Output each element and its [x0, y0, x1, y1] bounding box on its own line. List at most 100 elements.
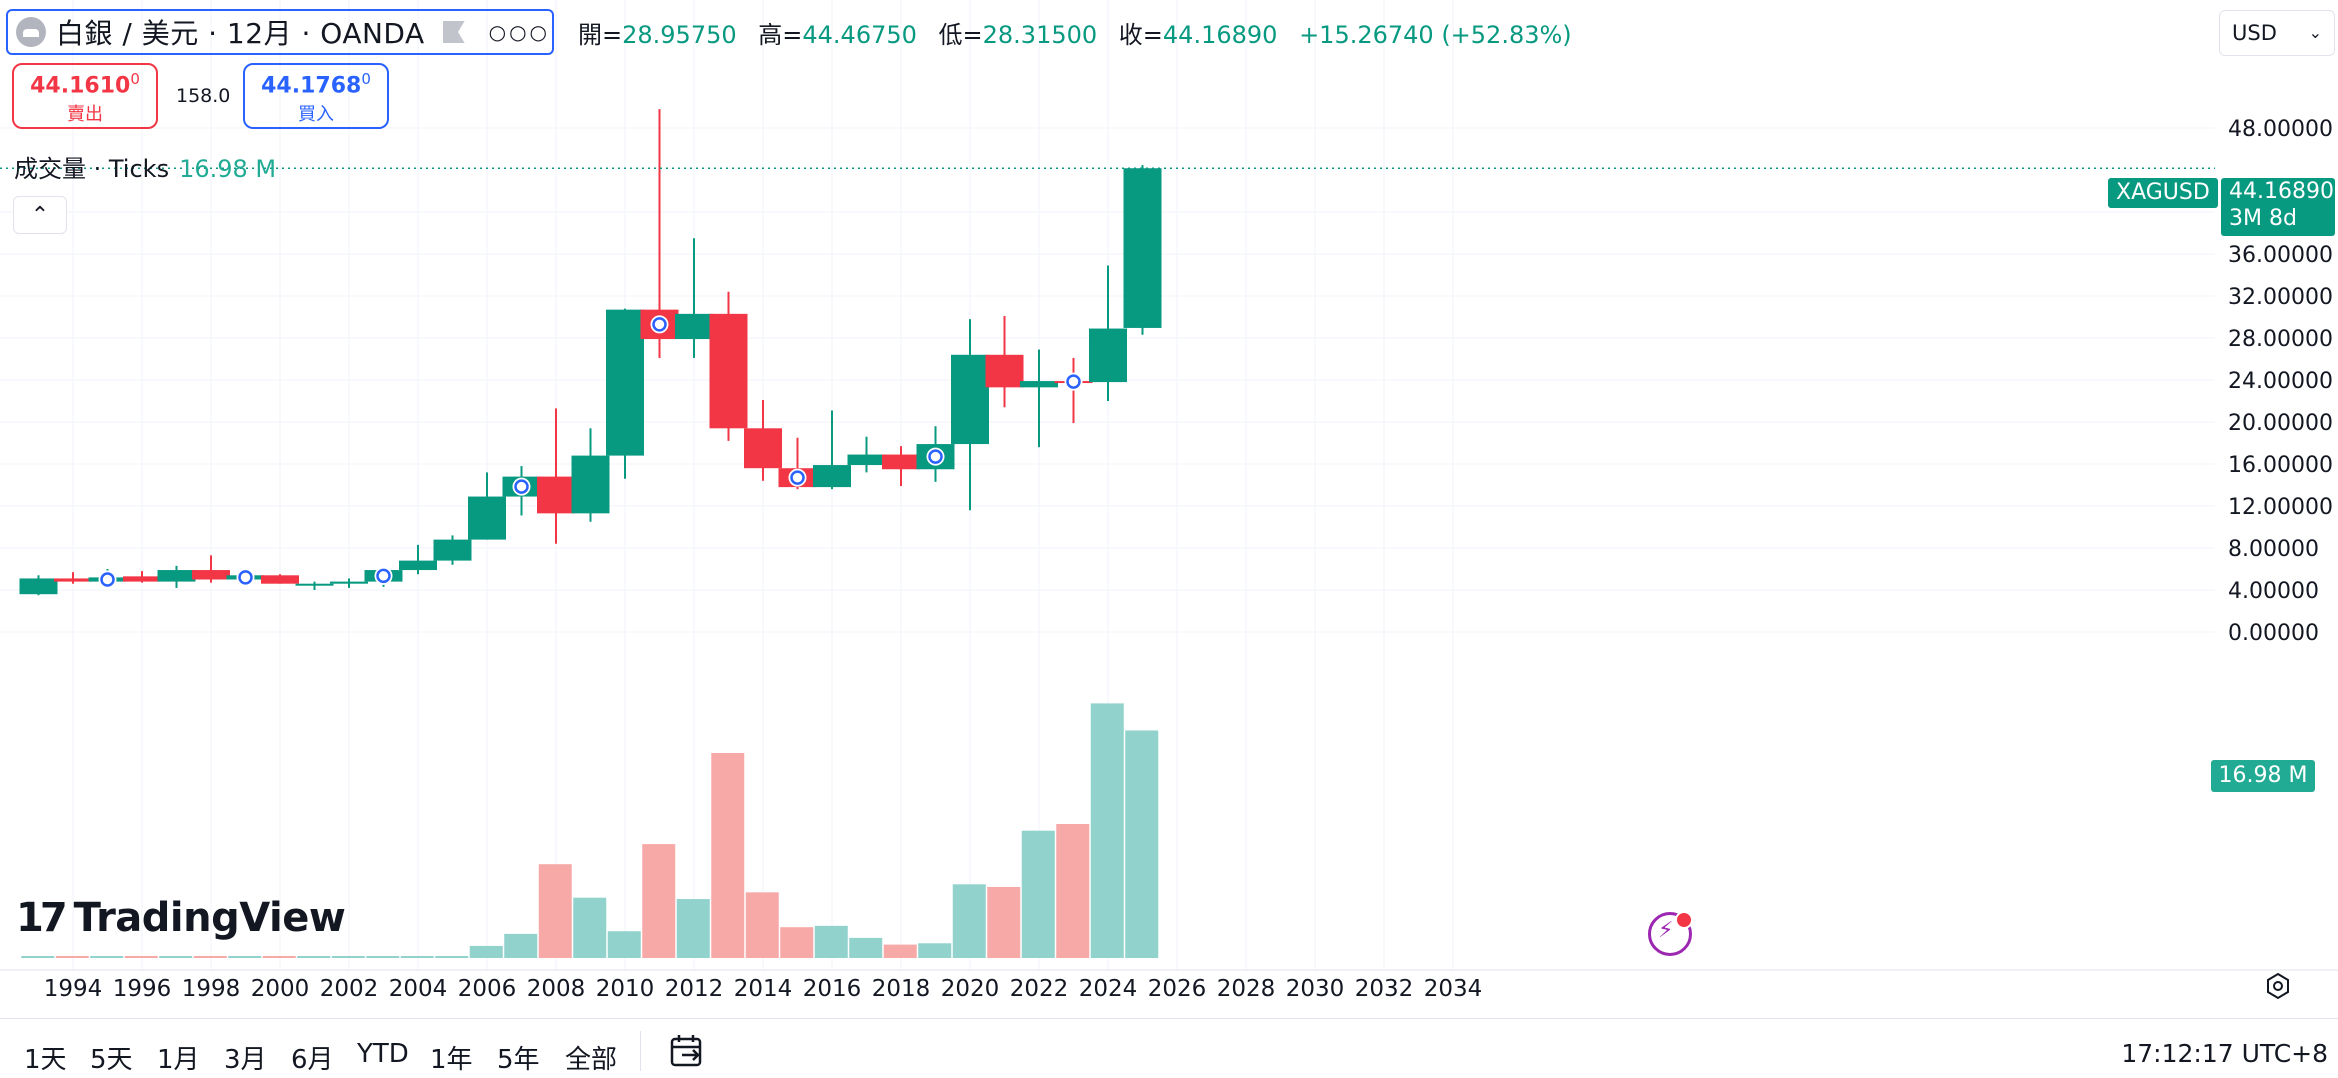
candle-body	[882, 454, 920, 470]
chevron-up-icon: ⌃	[30, 203, 50, 228]
silver-symbol-icon	[16, 17, 46, 47]
volume-bar	[1125, 730, 1159, 958]
candle-body	[813, 465, 851, 488]
currency-value: USD	[2232, 21, 2277, 45]
price-tick-label: 32.00000	[2228, 285, 2333, 310]
volume-bar	[573, 897, 607, 958]
candle-body	[709, 313, 748, 429]
candle-body	[951, 354, 989, 445]
bar-countdown: 3M 8d	[2229, 206, 2297, 231]
collapse-legend-button[interactable]: ⌃	[13, 196, 67, 234]
price-tick-label: 36.00000	[2228, 243, 2333, 268]
candle-body	[606, 309, 644, 456]
dividend-marker-inner	[928, 449, 943, 464]
time-tick-label: 2014	[734, 976, 793, 1002]
more-dots-icon[interactable]: ○○○	[488, 20, 550, 44]
volume-bar	[918, 943, 952, 958]
volume-bar	[1090, 703, 1124, 958]
time-tick-label: 2034	[1424, 976, 1483, 1002]
candle-body	[399, 560, 437, 571]
ohlc-legend: 開=28.95750 高=44.46750 低=28.31500 收=44.16…	[578, 15, 1586, 50]
volume-legend[interactable]: 成交量 · Ticks 16.98 M	[14, 149, 276, 184]
low-label: 低=	[938, 21, 983, 49]
time-tick-label: 2002	[320, 976, 379, 1002]
price-tick-label: 0.00000	[2228, 621, 2319, 646]
last-price-tag: 44.16890 3M 8d	[2221, 178, 2335, 236]
volume-bar	[607, 931, 641, 958]
volume-label: 成交量 · Ticks	[14, 155, 170, 183]
range-1y[interactable]: 1年	[430, 1045, 473, 1075]
volume-bar	[987, 886, 1021, 958]
range-1m[interactable]: 1月	[157, 1045, 200, 1075]
events-lightning-icon[interactable]	[1648, 911, 1693, 956]
range-3m[interactable]: 3月	[224, 1045, 267, 1075]
time-tick-label: 2016	[803, 976, 862, 1002]
volume-bar	[780, 927, 814, 958]
toolbar-separator	[640, 1031, 641, 1071]
sell-button[interactable]: 44.16100 賣出	[12, 63, 158, 129]
dividend-marker-inner	[514, 479, 529, 494]
calendar-goto-icon[interactable]	[668, 1033, 706, 1071]
dividend-marker-inner	[238, 570, 253, 585]
volume-bar	[504, 933, 538, 958]
volume-bar	[814, 925, 848, 958]
time-tick-label: 2018	[872, 976, 931, 1002]
dividend-marker-inner	[652, 317, 667, 332]
candle-body	[675, 313, 713, 340]
candle-body	[123, 576, 161, 582]
volume-bar	[262, 956, 296, 958]
axis-settings-icon[interactable]	[2264, 972, 2292, 1000]
tradingview-logo-icon: 𝟭𝟳	[16, 895, 68, 941]
volume-bar	[366, 956, 400, 958]
dividend-marker-inner	[100, 572, 115, 587]
spread-value: 158.0	[176, 85, 231, 107]
time-tick-label: 1996	[113, 976, 172, 1002]
candle-body	[1123, 168, 1162, 328]
time-tick-label: 2032	[1355, 976, 1414, 1002]
time-tick-label: 2024	[1079, 976, 1138, 1002]
tradingview-logo[interactable]: 𝟭𝟳 TradingView	[16, 895, 346, 941]
volume-bar	[400, 956, 434, 958]
candle-body	[19, 578, 58, 595]
volume-bar	[21, 956, 55, 958]
symbol-title: 白銀 / 美元 · 12月 · OANDA	[56, 17, 425, 50]
price-axis: 48.0000040.0000036.0000032.0000028.00000…	[2228, 117, 2333, 646]
candle-body	[192, 570, 230, 580]
volume-bar	[159, 956, 193, 958]
buy-price: 44.17680	[261, 70, 371, 99]
volume-bar	[435, 956, 469, 958]
price-chart[interactable]: 48.0000040.0000036.0000032.0000028.00000…	[0, 0, 2338, 1010]
time-tick-label: 2010	[596, 976, 655, 1002]
range-5y[interactable]: 5年	[497, 1045, 540, 1075]
dividend-marker-inner	[1066, 374, 1081, 389]
symbol-search-box[interactable]: 白銀 / 美元 · 12月 · OANDA ○○○	[6, 9, 554, 55]
price-tick-label: 24.00000	[2228, 369, 2333, 394]
flag-icon[interactable]	[442, 21, 465, 43]
volume-bar	[331, 956, 365, 958]
price-tick-label: 28.00000	[2228, 327, 2333, 352]
volume-bar	[849, 937, 883, 958]
range-ytd[interactable]: YTD	[357, 1039, 409, 1069]
candle-body	[1020, 381, 1058, 388]
time-tick-label: 2022	[1010, 976, 1069, 1002]
volume-bar	[883, 944, 917, 958]
volume-bar	[124, 956, 158, 958]
clock-timestamp[interactable]: 17:12:17 UTC+8	[2121, 1039, 2328, 1068]
range-1d[interactable]: 1天	[24, 1045, 67, 1075]
volume-bar	[1056, 824, 1090, 958]
volume-bar	[55, 956, 89, 958]
buy-button[interactable]: 44.17680 買入	[243, 63, 389, 129]
candle-body	[468, 496, 506, 540]
range-6m[interactable]: 6月	[291, 1045, 334, 1075]
range-all[interactable]: 全部	[565, 1045, 618, 1075]
time-tick-label: 2004	[389, 976, 448, 1002]
open-label: 開=	[578, 21, 623, 49]
candle-body	[985, 354, 1024, 388]
currency-select[interactable]: USD ⌄	[2219, 10, 2335, 56]
volume-bar	[711, 752, 745, 958]
time-tick-label: 1998	[182, 976, 241, 1002]
range-5d[interactable]: 5天	[90, 1045, 133, 1075]
time-tick-label: 2028	[1217, 976, 1276, 1002]
volume-bar	[538, 864, 572, 958]
candle-body	[847, 454, 886, 466]
